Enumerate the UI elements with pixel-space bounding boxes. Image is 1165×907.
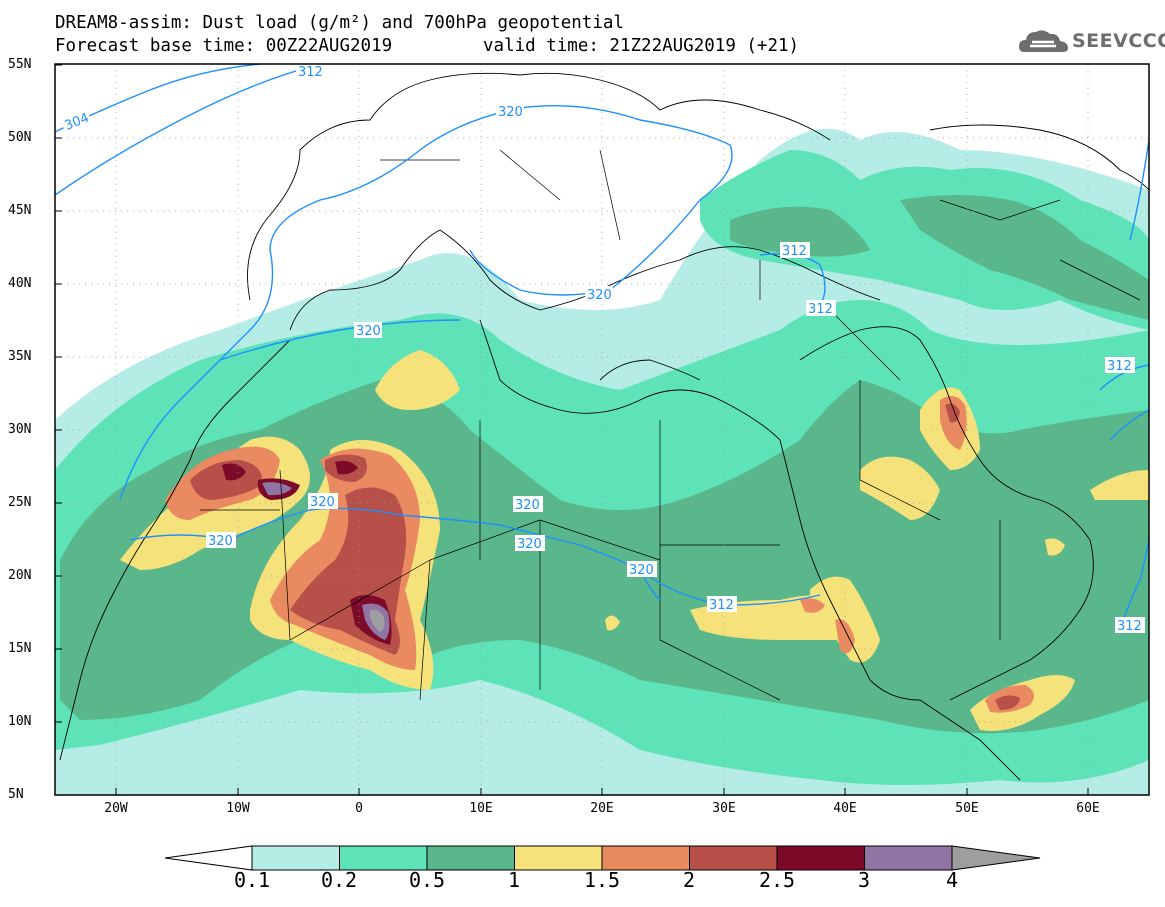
colorbar-cell	[339, 845, 428, 871]
contour-label: 320	[208, 534, 233, 549]
colorbar-tick: 1.5	[583, 868, 621, 892]
lat-label: 30N	[8, 422, 32, 437]
lat-label: 55N	[8, 57, 32, 72]
lat-label: 40N	[8, 276, 32, 291]
colorbar-cell	[251, 845, 340, 871]
lon-label: 50E	[955, 801, 979, 816]
contour-label: 312	[298, 65, 323, 80]
lon-label: 10E	[469, 801, 493, 816]
lon-label: 20E	[590, 801, 614, 816]
base-time-label: Forecast base time: 00Z22AUG2019	[55, 36, 393, 56]
lat-label: 25N	[8, 495, 32, 510]
contour-label: 312	[1107, 359, 1132, 374]
contour-label: 320	[498, 105, 523, 120]
lon-label: 30E	[712, 801, 736, 816]
contour-label: 320	[356, 324, 381, 339]
colorbar-cell	[864, 845, 953, 871]
cloud-icon	[1019, 30, 1068, 52]
lon-label: 40E	[833, 801, 857, 816]
colorbar-tick: 2	[682, 868, 696, 892]
contour-label: 312	[1117, 619, 1142, 634]
logo-text: SEEVCCC	[1072, 30, 1165, 52]
colorbar-tick: 3	[857, 868, 871, 892]
lat-label: 20N	[8, 568, 32, 583]
lon-label: 0	[355, 801, 363, 816]
gridlines	[55, 64, 1149, 795]
lon-label: 20W	[104, 801, 128, 816]
chart-title: DREAM8-assim: Dust load (g/m²) and 700hP…	[55, 13, 624, 33]
lon-label: 60E	[1076, 801, 1100, 816]
colorbar-cell	[426, 845, 515, 871]
valid-time-label: valid time: 21Z22AUG2019 (+21)	[483, 36, 800, 56]
contour-label: 320	[310, 495, 335, 510]
lat-label: 15N	[8, 641, 32, 656]
dust-level-4	[370, 609, 385, 632]
contour-label-group: 304 312 320 320 320 320 320 320 320 320 …	[60, 64, 1145, 634]
contour-label: 320	[629, 563, 654, 578]
colorbar-cell	[514, 845, 603, 871]
contour-label: 320	[517, 537, 542, 552]
contour-label: 312	[709, 598, 734, 613]
lat-label: 5N	[8, 787, 24, 802]
lat-label: 35N	[8, 349, 32, 364]
colorbar-tick: 0.2	[320, 868, 358, 892]
colorbar-tick: 0.5	[408, 868, 446, 892]
lon-label: 10W	[226, 801, 250, 816]
lat-label: 50N	[8, 130, 32, 145]
coastlines	[59, 72, 1149, 781]
colorbar-cell	[951, 845, 1041, 871]
colorbar-cell	[689, 845, 778, 871]
contour-label: 312	[808, 302, 833, 317]
lat-label: 45N	[8, 203, 32, 218]
axis-ticks	[55, 64, 1089, 795]
contour-label: 320	[515, 498, 540, 513]
colorbar-tick: 0.1	[233, 868, 271, 892]
colorbar-tick: 4	[945, 868, 959, 892]
colorbar-cell	[601, 845, 690, 871]
colorbar-tick: 1	[507, 868, 521, 892]
contour-label: 320	[587, 288, 612, 303]
colorbar	[164, 845, 1041, 871]
contour-label: 312	[782, 244, 807, 259]
colorbar-cell	[776, 845, 865, 871]
colorbar-tick: 2.5	[758, 868, 796, 892]
lat-label: 10N	[8, 714, 32, 729]
colorbar-cell	[164, 845, 253, 871]
